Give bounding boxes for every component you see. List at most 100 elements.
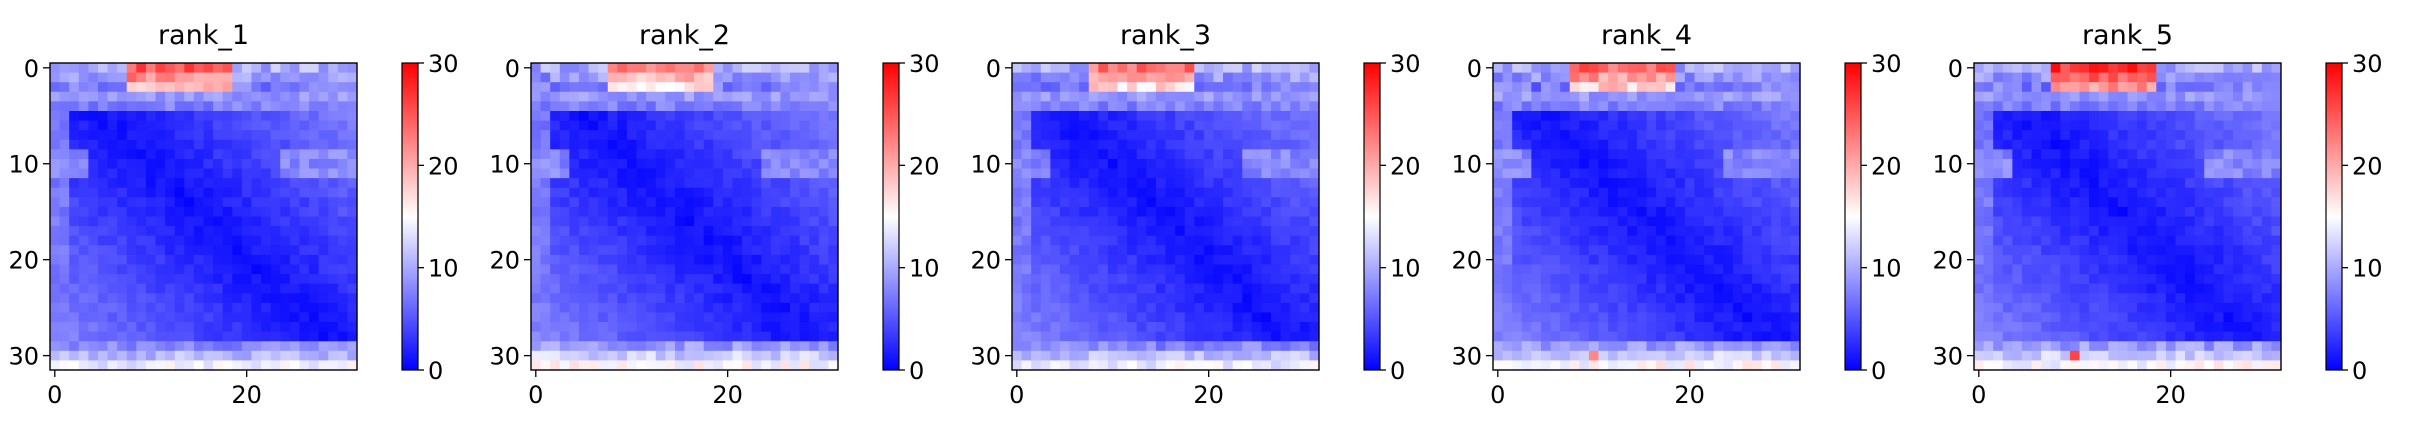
heatmap-cell — [1012, 350, 1023, 361]
heatmap-cell — [1299, 63, 1310, 74]
heatmap-cell — [1521, 293, 1532, 304]
heatmap-cell — [713, 197, 724, 208]
heatmap-cell — [1155, 322, 1166, 333]
heatmap-cell — [69, 293, 80, 304]
heatmap-cell — [165, 302, 176, 313]
heatmap-cell — [1512, 283, 1523, 294]
heatmap-cell — [1742, 120, 1753, 131]
heatmap-cell — [1117, 158, 1128, 170]
heatmap-cell — [1242, 139, 1253, 150]
heatmap-cell — [1117, 120, 1128, 131]
heatmap-cell — [742, 158, 753, 170]
heatmap-cell — [1290, 341, 1301, 352]
heatmap-cell — [2271, 197, 2282, 208]
heatmap-cell — [2069, 216, 2081, 227]
heatmap-cell — [531, 293, 542, 304]
heatmap-cell — [1175, 63, 1186, 74]
heatmap-cell — [1531, 158, 1542, 170]
heatmap-cell — [1232, 235, 1243, 246]
heatmap-cell — [165, 360, 176, 371]
heatmap-cell — [1646, 91, 1657, 102]
heatmap-cell — [1521, 264, 1532, 275]
heatmap-cell — [2146, 168, 2157, 179]
heatmap-cell — [1723, 331, 1734, 342]
heatmap-cell — [2242, 91, 2253, 102]
heatmap-cell — [213, 331, 224, 342]
heatmap-cell — [1675, 245, 1686, 256]
heatmap-cell — [1993, 110, 2004, 122]
heatmap-cell — [1675, 168, 1686, 179]
heatmap-cell — [222, 101, 233, 112]
heatmap-cell — [1271, 341, 1282, 352]
heatmap-cell — [232, 254, 243, 265]
heatmap-cell — [2012, 216, 2023, 227]
heatmap-cell — [1155, 283, 1166, 294]
heatmap-cell — [1550, 254, 1561, 265]
heatmap-cell — [88, 350, 99, 361]
heatmap-cell — [1790, 139, 1801, 150]
heatmap-cell — [1271, 110, 1282, 122]
heatmap-cell — [607, 149, 618, 160]
heatmap-cell — [2041, 216, 2052, 227]
heatmap-cell — [184, 283, 195, 294]
heatmap-cell — [1309, 178, 1320, 189]
heatmap-cell — [770, 235, 781, 246]
heatmap-cell — [1107, 216, 1119, 227]
heatmap-cell — [299, 274, 310, 285]
heatmap-cell — [646, 302, 657, 313]
heatmap-cell — [213, 216, 224, 227]
heatmap-cell — [1146, 216, 1157, 227]
heatmap-cell — [165, 322, 176, 333]
heatmap-cell — [2108, 235, 2119, 246]
heatmap-cell — [550, 331, 561, 342]
heatmap-cell — [1127, 331, 1138, 342]
heatmap-cell — [184, 360, 195, 371]
heatmap-cell — [1588, 82, 1600, 93]
heatmap-cell — [1079, 302, 1090, 313]
heatmap-cell — [222, 158, 233, 170]
heatmap-cell — [2271, 274, 2282, 285]
heatmap-cell — [136, 322, 147, 333]
heatmap-cell — [2175, 197, 2186, 208]
heatmap-cell — [1780, 187, 1791, 198]
heatmap-cell — [1203, 130, 1214, 141]
heatmap-cell — [607, 274, 618, 285]
heatmap-cell — [1598, 63, 1609, 74]
heatmap-cell — [1309, 206, 1320, 217]
heatmap-cell — [1512, 120, 1523, 131]
heatmap-cell — [2031, 293, 2042, 304]
heatmap-cell — [1117, 312, 1128, 323]
heatmap-cell — [1502, 72, 1513, 83]
heatmap-cell — [2252, 283, 2263, 294]
heatmap-cell — [1213, 293, 1224, 304]
heatmap-cell — [1213, 331, 1224, 342]
heatmap-cell — [1974, 149, 1985, 160]
heatmap-cell — [145, 206, 157, 217]
heatmap-cell — [126, 120, 137, 131]
heatmap-cell — [1579, 274, 1590, 285]
heatmap-cell — [1213, 226, 1224, 237]
heatmap-cell — [1232, 197, 1243, 208]
heatmap-cell — [1732, 63, 1743, 74]
heatmap-cell — [97, 216, 109, 227]
heatmap-cell — [222, 197, 233, 208]
heatmap-cell — [309, 82, 320, 93]
heatmap-cell — [1107, 350, 1119, 361]
heatmap-cell — [809, 158, 820, 170]
heatmap-cell — [1242, 312, 1253, 323]
heatmap-cell — [145, 360, 157, 371]
heatmap-cell — [88, 168, 99, 179]
heatmap-cell — [1761, 120, 1772, 131]
heatmap-cell — [59, 226, 70, 237]
heatmap-cell — [107, 331, 118, 342]
heatmap-cell — [2108, 110, 2119, 122]
heatmap-cell — [540, 149, 551, 160]
heatmap-cell — [1608, 101, 1619, 112]
heatmap-cell — [655, 302, 666, 313]
heatmap-cell — [1502, 91, 1513, 102]
heatmap-cell — [790, 322, 801, 333]
heatmap-cell — [2117, 197, 2128, 208]
heatmap-cell — [636, 168, 647, 179]
heatmap-cell — [1713, 235, 1724, 246]
heatmap-cell — [2233, 274, 2244, 285]
